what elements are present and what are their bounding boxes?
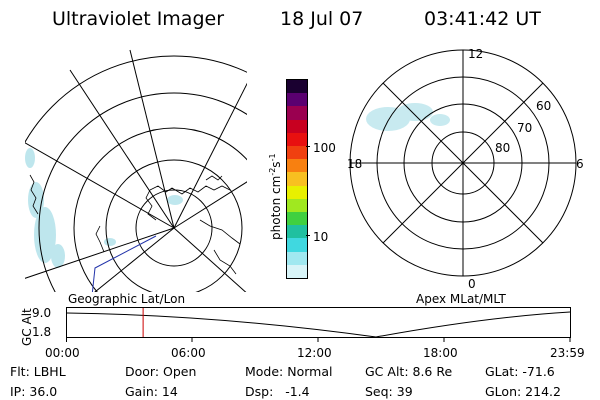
dsp-value: Dsp: -1.4 [245,384,310,399]
colorbar-band [287,251,307,265]
meridians [25,49,247,292]
mlt-polar-plot: 12 18 6 0 60 70 80 [347,47,584,291]
mlt-label-12: 12 [468,47,483,61]
seq-value: Seq: 39 [365,384,413,399]
timeline-plot [66,307,571,342]
colorbar-tick-10: 10 [313,230,329,244]
satellite-track [91,235,157,292]
mlt-meridians [350,50,576,276]
colorbar-band [287,119,307,133]
timeline-tick-1: 06:00 [171,346,206,360]
apex-map-label: Apex MLat/MLT [416,292,506,306]
door-status: Door: Open [125,364,197,379]
filter-value: Flt: LBHL [10,364,66,379]
mlat-label-60: 60 [536,99,551,113]
ip-value: IP: 36.0 [10,384,58,399]
timeline-tick-4: 23:59 [550,346,585,360]
geographic-map [25,49,247,292]
colorbar-band [287,172,307,186]
colorbar-band [287,225,307,239]
mlt-label-6: 6 [576,157,584,171]
colorbar-band [287,132,307,147]
gain-value: Gain: 14 [125,384,178,399]
gc-alt-value: GC Alt: 8.6 Re [365,364,453,379]
colorbar-band [287,93,307,107]
timeline-tick-0: 00:00 [45,346,80,360]
timeline-y-bottom: 1.8 [32,325,52,339]
timeline-tick-2: 12:00 [297,346,332,360]
timeline-frame [66,307,571,338]
glon-value: GLon: 214.2 [485,384,561,399]
geographic-map-label: Geographic Lat/Lon [68,292,186,306]
aurora-emission [25,148,183,268]
glat-value: GLat: -71.6 [485,364,555,379]
colorbar-band [287,106,307,120]
colorbar-tickmark-100 [306,146,310,147]
colorbar-unit-label: photon cm-2s-1 [268,153,283,240]
colorbar-band [287,185,307,199]
colorbar-band [287,238,307,252]
colorbar-band [287,212,307,226]
mlat-label-70: 70 [517,121,532,135]
mode-value: Mode: Normal [245,364,333,379]
colorbar [286,79,308,279]
mlt-label-0: 0 [468,277,476,291]
latitude-circles [25,55,247,292]
time-label: 03:41:42 UT [424,8,541,30]
app-title: Ultraviolet Imager [52,8,225,30]
date-label: 18 Jul 07 [280,8,364,30]
colorbar-tick-100: 100 [313,141,336,155]
colorbar-band [287,159,307,173]
mlt-label-18: 18 [347,157,362,171]
timeline-y-top: 9.0 [32,306,52,320]
timeline-tick-3: 18:00 [423,346,458,360]
colorbar-band [287,146,307,160]
altitude-curve [66,311,571,338]
colorbar-band [287,198,307,213]
colorbar-tickmark-10 [306,235,310,236]
mlat-label-80: 80 [495,141,510,155]
aurora-oval [366,103,450,131]
colorbar-band [287,80,307,94]
colorbar-band [287,264,307,279]
